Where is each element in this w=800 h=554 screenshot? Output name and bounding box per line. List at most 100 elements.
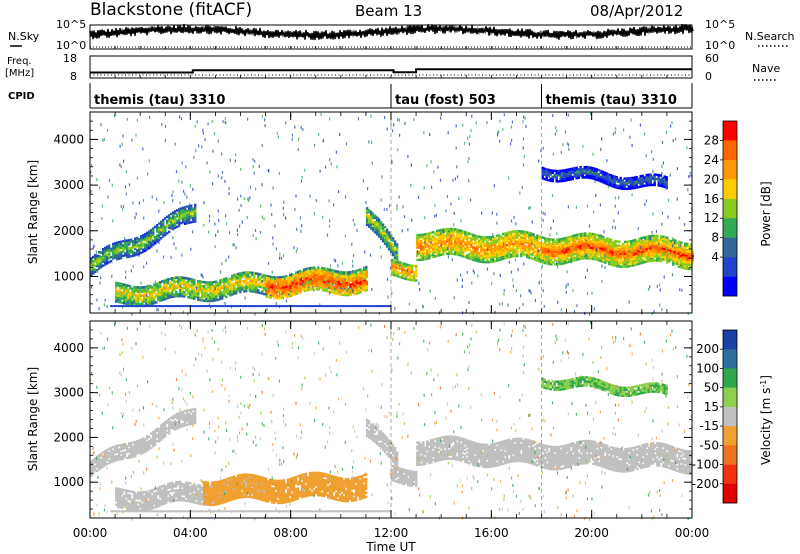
noise-cell bbox=[499, 274, 501, 277]
heatmap-cell bbox=[393, 271, 396, 275]
noise-cell bbox=[101, 204, 103, 208]
heatmap-cell bbox=[297, 277, 300, 280]
heatmap-cell bbox=[605, 174, 608, 177]
heatmap-cell bbox=[504, 252, 507, 256]
heatmap-cell bbox=[279, 282, 282, 285]
heatmap-cell bbox=[144, 243, 147, 246]
heatmap-cell bbox=[514, 244, 517, 248]
heatmap-cell bbox=[548, 258, 551, 262]
noise-cell bbox=[174, 215, 176, 219]
heatmap-cell bbox=[145, 291, 148, 295]
heatmap-cell bbox=[673, 257, 676, 260]
heatmap-cell bbox=[295, 288, 298, 291]
heatmap-cell bbox=[616, 246, 619, 249]
heatmap-cell bbox=[628, 246, 631, 249]
heatmap-cell bbox=[191, 296, 194, 300]
heatmap-cell bbox=[452, 242, 455, 245]
heatmap-cell bbox=[335, 286, 338, 289]
heatmap-cell bbox=[567, 246, 570, 249]
heatmap-cell bbox=[217, 290, 220, 293]
heatmap-cell bbox=[397, 271, 400, 274]
heatmap-cell bbox=[369, 227, 373, 230]
noise-cell bbox=[140, 281, 142, 285]
heatmap-cell bbox=[633, 184, 636, 188]
heatmap-cell bbox=[299, 272, 302, 275]
noise-cell bbox=[351, 242, 353, 246]
heatmap-cell bbox=[599, 177, 602, 181]
heatmap-cell bbox=[133, 302, 136, 305]
heatmap-cell bbox=[188, 205, 191, 208]
heatmap-cell bbox=[456, 253, 459, 256]
heatmap-cell bbox=[176, 209, 179, 212]
heatmap-cell bbox=[530, 248, 533, 252]
heatmap-cell bbox=[136, 238, 139, 242]
heatmap-cell bbox=[411, 264, 414, 267]
heatmap-cell bbox=[171, 295, 174, 298]
heatmap-cell bbox=[140, 251, 143, 254]
heatmap-cell bbox=[333, 285, 336, 289]
noise-cell bbox=[193, 155, 195, 159]
heatmap-cell bbox=[179, 286, 182, 290]
heatmap-cell bbox=[367, 219, 371, 222]
heatmap-cell bbox=[536, 236, 539, 240]
heatmap-cell bbox=[547, 172, 550, 176]
heatmap-cell bbox=[231, 282, 234, 286]
heatmap-cell bbox=[134, 245, 137, 249]
heatmap-cell bbox=[476, 241, 479, 244]
heatmap-cell bbox=[275, 286, 278, 290]
heatmap-cell bbox=[259, 283, 262, 286]
heatmap-cell bbox=[265, 278, 268, 282]
heatmap-cell bbox=[118, 247, 121, 250]
noise-cell bbox=[103, 247, 105, 251]
heatmap-cell bbox=[488, 242, 491, 245]
heatmap-cell bbox=[645, 178, 648, 181]
heatmap-cell bbox=[610, 238, 613, 242]
heatmap-cell bbox=[132, 246, 135, 249]
heatmap-cell bbox=[490, 237, 493, 241]
heatmap-cell bbox=[570, 239, 573, 242]
heatmap-cell bbox=[319, 276, 322, 279]
heatmap-cell bbox=[233, 284, 236, 287]
noise-cell bbox=[675, 137, 677, 141]
heatmap-cell bbox=[490, 244, 493, 247]
heatmap-cell bbox=[343, 277, 346, 280]
heatmap-cell bbox=[154, 238, 157, 241]
noise-cell bbox=[493, 184, 495, 188]
heatmap-cell bbox=[211, 297, 214, 300]
heatmap-cell bbox=[315, 279, 318, 283]
heatmap-cell bbox=[235, 273, 238, 276]
heatmap-cell bbox=[668, 257, 671, 261]
heatmap-cell bbox=[524, 230, 527, 234]
heatmap-cell bbox=[155, 282, 158, 286]
heatmap-cell bbox=[287, 280, 290, 284]
heatmap-cell bbox=[568, 235, 571, 239]
heatmap-cell bbox=[393, 261, 396, 264]
heatmap-cell bbox=[462, 252, 465, 256]
heatmap-cell bbox=[263, 284, 266, 287]
heatmap-cell bbox=[139, 296, 142, 300]
heatmap-cell bbox=[549, 256, 552, 259]
heatmap-cell bbox=[347, 293, 350, 297]
heatmap-cell bbox=[448, 244, 451, 247]
heatmap-cell bbox=[373, 220, 377, 224]
noise-cell bbox=[151, 195, 153, 199]
heatmap-cell bbox=[662, 235, 665, 238]
heatmap-cell bbox=[329, 284, 332, 288]
noise-cell bbox=[275, 302, 277, 306]
heatmap-cell bbox=[691, 252, 694, 256]
heatmap-cell bbox=[673, 250, 676, 254]
heatmap-cell bbox=[632, 262, 635, 265]
heatmap-cell bbox=[639, 185, 642, 188]
noise-cell bbox=[291, 133, 293, 137]
heatmap-cell bbox=[502, 239, 505, 242]
heatmap-cell bbox=[579, 166, 582, 169]
heatmap-cell bbox=[422, 247, 425, 251]
heatmap-cell bbox=[612, 264, 615, 267]
heatmap-cell bbox=[128, 255, 131, 258]
heatmap-cell bbox=[572, 253, 575, 256]
heatmap-cell bbox=[120, 256, 123, 260]
heatmap-cell bbox=[347, 273, 350, 276]
heatmap-cell bbox=[659, 248, 662, 252]
heatmap-cell bbox=[341, 293, 344, 297]
heatmap-cell bbox=[184, 218, 187, 221]
